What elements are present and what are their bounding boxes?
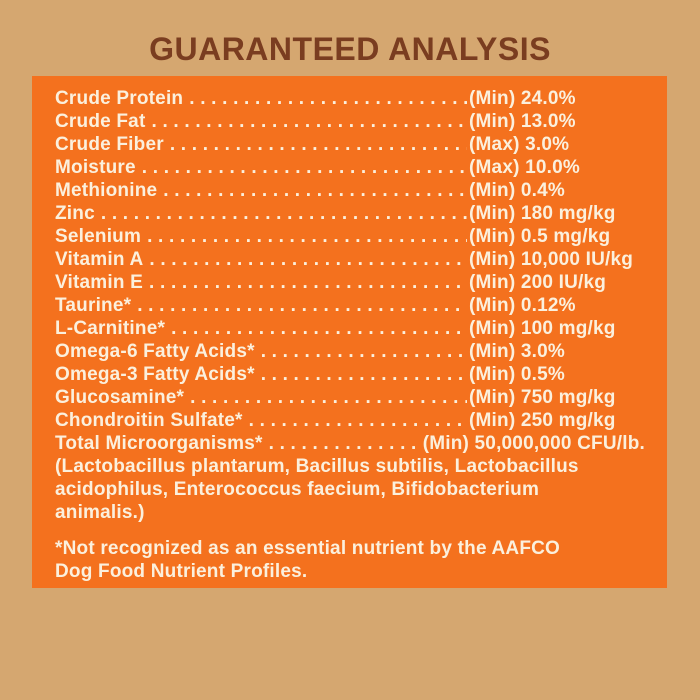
- nutrient-value: (Max) 10.0%: [469, 157, 580, 178]
- nutrient-name: Vitamin A: [55, 249, 144, 270]
- nutrient-row: Taurine*. . . . . . . . . . . . . . . . …: [55, 294, 645, 317]
- nutrient-value: (Min) 13.0%: [469, 111, 576, 132]
- dot-leader: . . . . . . . . . . . . . . . . . . . . …: [260, 364, 467, 385]
- nutrient-row: Crude Protein. . . . . . . . . . . . . .…: [55, 87, 645, 110]
- dot-leader: . . . . . . . . . . . . . . . . . . . . …: [248, 410, 467, 431]
- dot-leader: . . . . . . . . . . . . . . . . . . . . …: [137, 295, 467, 316]
- nutrient-list: Crude Protein. . . . . . . . . . . . . .…: [55, 87, 645, 455]
- microorganisms-note-line: acidophilus, Enterococcus faecium, Bifid…: [55, 479, 540, 500]
- nutrient-row: Crude Fat. . . . . . . . . . . . . . . .…: [55, 110, 645, 133]
- nutrient-row: Crude Fiber. . . . . . . . . . . . . . .…: [55, 133, 645, 156]
- nutrient-row: Total Microorganisms*. . . . . . . . . .…: [55, 432, 645, 455]
- nutrient-value: (Min) 0.5%: [469, 364, 565, 385]
- nutrient-value: (Min) 250 mg/kg: [469, 410, 616, 431]
- nutrient-value: (Min) 100 mg/kg: [469, 318, 616, 339]
- nutrient-row: Zinc. . . . . . . . . . . . . . . . . . …: [55, 202, 645, 225]
- nutrient-name: Vitamin E: [55, 272, 144, 293]
- microorganisms-note-line: animalis.): [55, 502, 145, 523]
- nutrient-name: Chondroitin Sulfate*: [55, 410, 243, 431]
- dot-leader: . . . . . . . . . . . . . . . . . . . . …: [268, 433, 421, 454]
- nutrient-row: Omega-6 Fatty Acids*. . . . . . . . . . …: [55, 340, 645, 363]
- nutrient-name: L-Carnitine*: [55, 318, 166, 339]
- nutrient-row: Vitamin A. . . . . . . . . . . . . . . .…: [55, 248, 645, 271]
- nutrient-name: Crude Fat: [55, 111, 146, 132]
- nutrient-row: Moisture. . . . . . . . . . . . . . . . …: [55, 156, 645, 179]
- dot-leader: . . . . . . . . . . . . . . . . . . . . …: [149, 272, 467, 293]
- microorganisms-note: (Lactobacillus plantarum, Bacillus subti…: [55, 455, 645, 524]
- nutrient-row: Glucosamine*. . . . . . . . . . . . . . …: [55, 386, 645, 409]
- dot-leader: . . . . . . . . . . . . . . . . . . . . …: [151, 111, 467, 132]
- nutrient-row: L-Carnitine*. . . . . . . . . . . . . . …: [55, 317, 645, 340]
- dot-leader: . . . . . . . . . . . . . . . . . . . . …: [169, 134, 467, 155]
- dot-leader: . . . . . . . . . . . . . . . . . . . . …: [189, 88, 467, 109]
- nutrient-row: Omega-3 Fatty Acids*. . . . . . . . . . …: [55, 363, 645, 386]
- nutrient-row: Vitamin E. . . . . . . . . . . . . . . .…: [55, 271, 645, 294]
- nutrient-name: Crude Fiber: [55, 134, 164, 155]
- aafco-footnote: *Not recognized as an essential nutrient…: [55, 537, 645, 583]
- aafco-footnote-line: Dog Food Nutrient Profiles.: [55, 561, 308, 582]
- dot-leader: . . . . . . . . . . . . . . . . . . . . …: [171, 318, 467, 339]
- dot-leader: . . . . . . . . . . . . . . . . . . . . …: [147, 226, 467, 247]
- nutrient-name: Total Microorganisms*: [55, 433, 263, 454]
- nutrient-name: Moisture: [55, 157, 136, 178]
- nutrient-value: (Min) 50,000,000 CFU/lb.: [422, 433, 645, 454]
- guaranteed-analysis-panel: Crude Protein. . . . . . . . . . . . . .…: [32, 76, 667, 588]
- nutrient-name: Methionine: [55, 180, 158, 201]
- nutrient-value: (Min) 10,000 IU/kg: [469, 249, 634, 270]
- nutrient-name: Omega-6 Fatty Acids*: [55, 341, 255, 362]
- nutrient-row: Chondroitin Sulfate*. . . . . . . . . . …: [55, 409, 645, 432]
- nutrient-row: Selenium. . . . . . . . . . . . . . . . …: [55, 225, 645, 248]
- nutrient-value: (Min) 0.4%: [469, 180, 565, 201]
- aafco-footnote-line: *Not recognized as an essential nutrient…: [55, 538, 561, 559]
- nutrient-value: (Max) 3.0%: [469, 134, 570, 155]
- dot-leader: . . . . . . . . . . . . . . . . . . . . …: [260, 341, 467, 362]
- dot-leader: . . . . . . . . . . . . . . . . . . . . …: [100, 203, 467, 224]
- nutrient-value: (Min) 0.12%: [469, 295, 576, 316]
- nutrient-value: (Min) 3.0%: [469, 341, 565, 362]
- nutrient-value: (Min) 24.0%: [469, 88, 576, 109]
- nutrient-value: (Min) 180 mg/kg: [469, 203, 616, 224]
- dot-leader: . . . . . . . . . . . . . . . . . . . . …: [141, 157, 467, 178]
- dot-leader: . . . . . . . . . . . . . . . . . . . . …: [149, 249, 467, 270]
- nutrient-name: Omega-3 Fatty Acids*: [55, 364, 255, 385]
- nutrient-value: (Min) 750 mg/kg: [469, 387, 616, 408]
- microorganisms-note-line: (Lactobacillus plantarum, Bacillus subti…: [55, 456, 579, 477]
- dot-leader: . . . . . . . . . . . . . . . . . . . . …: [163, 180, 467, 201]
- page-title: GUARANTEED ANALYSIS: [149, 31, 551, 67]
- nutrient-row: Methionine. . . . . . . . . . . . . . . …: [55, 179, 645, 202]
- nutrient-name: Zinc: [55, 203, 95, 224]
- nutrient-name: Taurine*: [55, 295, 132, 316]
- nutrient-name: Glucosamine*: [55, 387, 185, 408]
- nutrient-value: (Min) 0.5 mg/kg: [469, 226, 611, 247]
- nutrient-name: Selenium: [55, 226, 142, 247]
- nutrient-name: Crude Protein: [55, 88, 184, 109]
- dot-leader: . . . . . . . . . . . . . . . . . . . . …: [190, 387, 467, 408]
- nutrient-value: (Min) 200 IU/kg: [469, 272, 607, 293]
